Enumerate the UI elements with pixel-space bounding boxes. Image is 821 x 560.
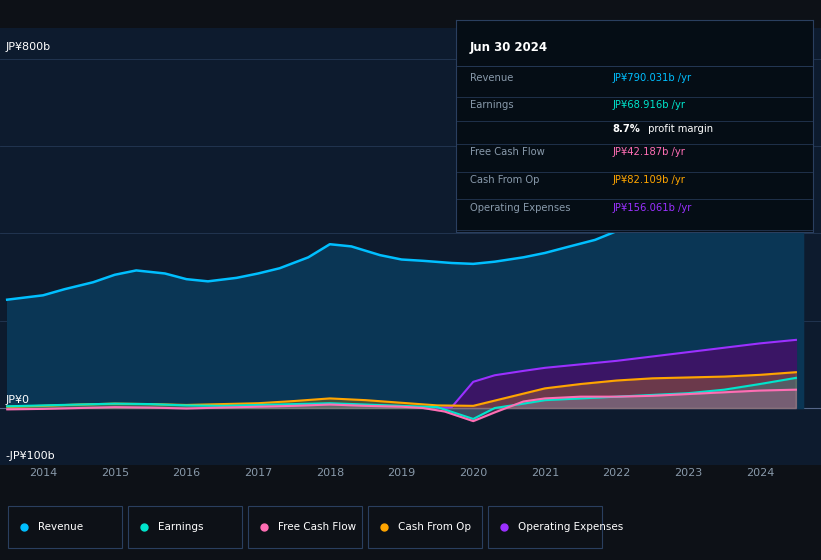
FancyBboxPatch shape [8, 506, 122, 548]
Text: 2015: 2015 [101, 468, 129, 478]
Text: 2017: 2017 [244, 468, 273, 478]
Text: JP¥68.916b /yr: JP¥68.916b /yr [612, 100, 686, 110]
Text: 2022: 2022 [603, 468, 631, 478]
Text: Cash From Op: Cash From Op [398, 522, 471, 531]
FancyBboxPatch shape [128, 506, 242, 548]
Text: Jun 30 2024: Jun 30 2024 [470, 41, 548, 54]
Text: JP¥156.061b /yr: JP¥156.061b /yr [612, 203, 692, 213]
Text: Free Cash Flow: Free Cash Flow [470, 147, 544, 157]
Text: 2014: 2014 [29, 468, 57, 478]
Text: JP¥42.187b /yr: JP¥42.187b /yr [612, 147, 686, 157]
Text: 8.7%: 8.7% [612, 124, 640, 134]
Text: JP¥800b: JP¥800b [6, 42, 51, 52]
Text: Operating Expenses: Operating Expenses [470, 203, 571, 213]
Text: 2016: 2016 [172, 468, 200, 478]
Text: Revenue: Revenue [38, 522, 83, 531]
Text: 2020: 2020 [459, 468, 488, 478]
Text: Free Cash Flow: Free Cash Flow [277, 522, 356, 531]
Text: JP¥82.109b /yr: JP¥82.109b /yr [612, 175, 686, 185]
Text: JP¥0: JP¥0 [6, 395, 30, 404]
Text: 2024: 2024 [745, 468, 774, 478]
Text: 2021: 2021 [531, 468, 559, 478]
Text: Cash From Op: Cash From Op [470, 175, 539, 185]
Text: 2018: 2018 [316, 468, 344, 478]
Text: Earnings: Earnings [470, 100, 514, 110]
Text: JP¥790.031b /yr: JP¥790.031b /yr [612, 73, 692, 83]
FancyBboxPatch shape [249, 506, 362, 548]
Text: Revenue: Revenue [470, 73, 513, 83]
Text: 2019: 2019 [388, 468, 415, 478]
FancyBboxPatch shape [488, 506, 603, 548]
Text: Operating Expenses: Operating Expenses [518, 522, 623, 531]
Text: -JP¥100b: -JP¥100b [6, 451, 55, 461]
Text: profit margin: profit margin [645, 124, 713, 134]
FancyBboxPatch shape [369, 506, 483, 548]
Text: 2023: 2023 [674, 468, 703, 478]
Text: Earnings: Earnings [158, 522, 204, 531]
